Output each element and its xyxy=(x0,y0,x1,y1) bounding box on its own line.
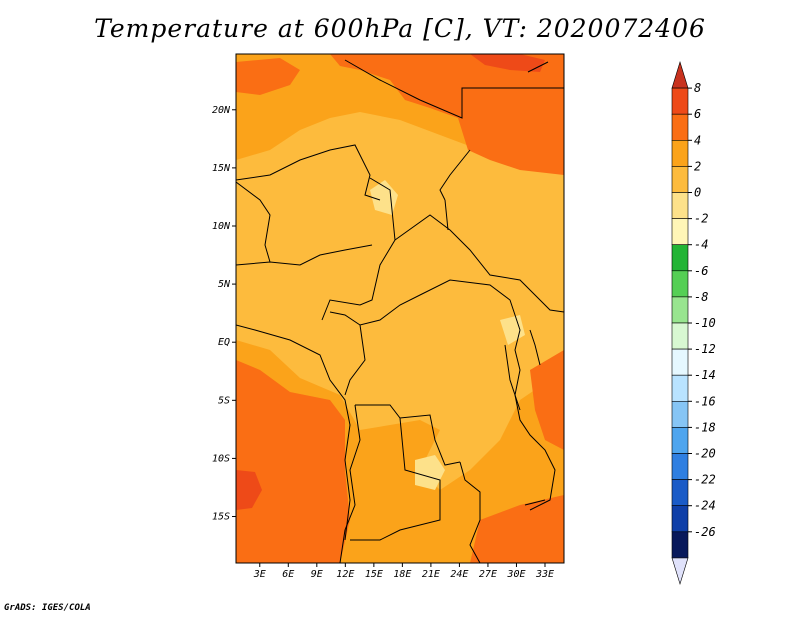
colorbar-swatch xyxy=(671,270,689,298)
field-cool-1 xyxy=(370,180,398,215)
lat-tick-label: 20N xyxy=(212,105,231,116)
colorbar-swatch xyxy=(671,87,689,115)
field-top-8 xyxy=(470,54,545,72)
colorbar-label: 4 xyxy=(694,133,701,147)
colorbar-label: -16 xyxy=(694,394,716,408)
lon-tick-label: 9E xyxy=(311,569,323,580)
lon-tick-label: 27E xyxy=(479,569,497,580)
colorbar-swatch xyxy=(671,453,689,480)
colorbar-label: 6 xyxy=(694,107,701,121)
field-se-6 xyxy=(530,350,564,450)
lat-tick-label: 15S xyxy=(212,512,230,523)
lat-tick-label: EQ xyxy=(218,337,230,348)
colorbar-swatch xyxy=(671,218,689,246)
colorbar-swatch xyxy=(671,140,689,167)
colorbar-label: -26 xyxy=(694,525,716,539)
colorbar-bottom-arrow xyxy=(671,557,689,586)
country-borders xyxy=(236,59,564,563)
lon-tick-label: 6E xyxy=(282,569,294,580)
colorbar-label: -20 xyxy=(694,447,716,461)
field-south-6to8 xyxy=(236,360,350,563)
latitude-axis: 20N 15N 10N 5N EQ 5S 10S 15S xyxy=(212,105,236,523)
lon-tick-label: 33E xyxy=(535,569,554,580)
colorbar-label: -10 xyxy=(694,316,716,330)
colorbar-label: -18 xyxy=(694,420,716,434)
map-frame xyxy=(235,53,565,564)
lat-tick-label: 15N xyxy=(212,163,231,174)
colorbar-swatch xyxy=(671,531,689,559)
field-ne-6 xyxy=(468,85,564,175)
lon-tick-label: 12E xyxy=(336,569,354,580)
colorbar-label: -24 xyxy=(694,499,716,513)
colorbar-swatch xyxy=(671,192,689,219)
longitude-axis: 3E 6E 9E 12E 15E 18E 21E 24E 27E 30E 33E xyxy=(253,563,554,580)
lake-lines xyxy=(504,61,549,506)
colorbar-swatch xyxy=(671,244,689,272)
field-nw-patch xyxy=(236,58,300,95)
field-se-bottom xyxy=(470,495,564,563)
colorbar-swatch xyxy=(671,113,689,141)
lat-tick-label: 10S xyxy=(212,453,230,464)
colorbar-swatch xyxy=(671,374,689,402)
field-cool-3 xyxy=(500,315,525,345)
colorbar-swatch xyxy=(671,322,689,350)
colorbar-label: -6 xyxy=(694,264,708,278)
colorbar-label: -2 xyxy=(694,212,708,226)
lat-tick-label: 5N xyxy=(218,279,231,290)
lon-tick-label: 24E xyxy=(450,569,468,580)
field-sw-8 xyxy=(236,470,262,510)
colorbar-top-arrow xyxy=(671,60,689,89)
colorbar-swatch xyxy=(671,505,689,533)
lat-tick-label: 5S xyxy=(218,395,230,406)
colorbar-swatch xyxy=(671,427,689,454)
chart-title: Temperature at 600hPa [C], VT: 202007240… xyxy=(94,14,706,43)
colorbar: 8 6 4 2 0 -2 -4 -6 -8 -10 -12 -14 -16 -18 -20 -22 -24 -26 xyxy=(671,60,716,586)
colorbar-label: -4 xyxy=(694,238,708,252)
colorbar-swatch xyxy=(671,296,689,324)
lon-tick-label: 30E xyxy=(506,569,525,580)
colorbar-swatch xyxy=(671,166,689,193)
colorbar-label: -22 xyxy=(694,473,716,487)
colorbar-swatch xyxy=(671,400,689,428)
colorbar-label: 0 xyxy=(694,186,701,200)
lat-tick-label: 10N xyxy=(212,221,231,232)
colorbar-label: 8 xyxy=(694,81,701,95)
border-lines xyxy=(236,59,564,563)
colorbar-label: -14 xyxy=(694,368,716,382)
grads-credit: GrADS: IGES/COLA xyxy=(4,603,91,613)
colorbar-label: 2 xyxy=(694,159,701,173)
colorbar-label: -8 xyxy=(694,290,708,304)
lon-tick-label: 21E xyxy=(422,569,440,580)
lon-tick-label: 15E xyxy=(365,569,383,580)
colorbar-swatch xyxy=(671,479,689,507)
lon-tick-label: 3E xyxy=(253,569,266,580)
colorbar-swatch xyxy=(671,348,689,376)
field-cool-2 xyxy=(415,455,445,490)
map-plot-area xyxy=(236,54,564,563)
lon-tick-label: 18E xyxy=(393,569,411,580)
coastline xyxy=(236,324,351,541)
colorbar-label: -12 xyxy=(694,342,716,356)
